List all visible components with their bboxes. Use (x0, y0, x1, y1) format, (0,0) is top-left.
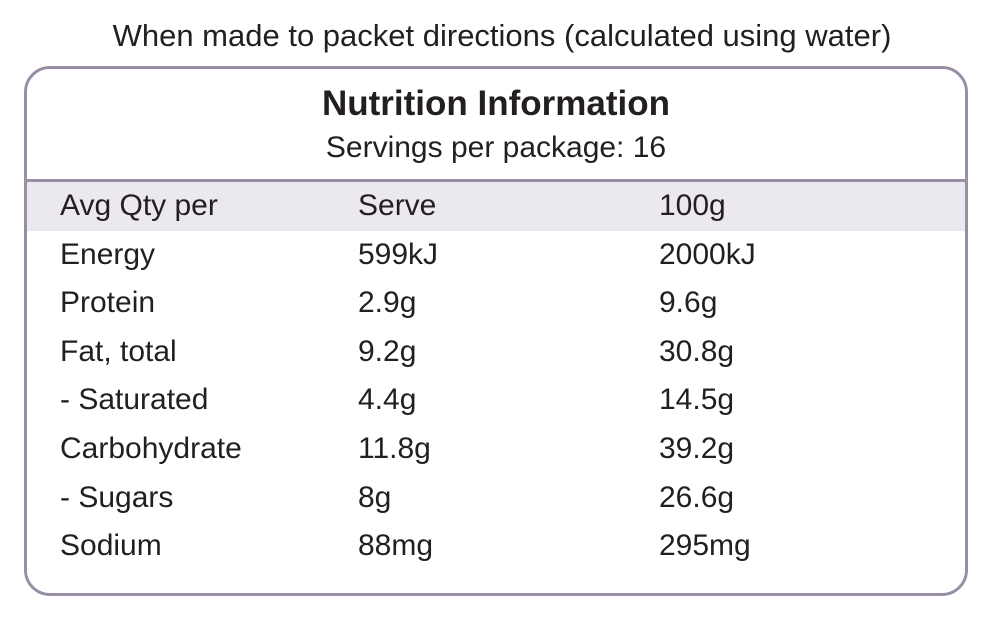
table-row-energy: Energy 599kJ 2000kJ (27, 231, 965, 280)
per-100g-value: 2000kJ (659, 237, 756, 271)
header-serve: Serve (358, 189, 437, 222)
per-100g-value: 14.5g (659, 383, 735, 417)
per-serve-value: 2.9g (358, 286, 417, 320)
per-serve-value: 599kJ (358, 237, 439, 271)
nutrient-name: Protein (60, 286, 156, 320)
per-100g-value: 9.6g (659, 286, 718, 320)
per-100g-value: 30.8g (659, 334, 735, 368)
table-row-protein: Protein 2.9g 9.6g (27, 279, 965, 328)
nutrition-title: Nutrition Information (321, 84, 670, 123)
per-100g-value: 39.2g (659, 431, 735, 465)
table-row-carbohydrate: Carbohydrate 11.8g 39.2g (27, 425, 965, 474)
table-row-sugars: - Sugars 8g 26.6g (27, 474, 965, 523)
nutrition-panel-header: Nutrition Information Servings per packa… (27, 69, 965, 182)
nutrient-name: Fat, total (60, 334, 177, 368)
header-100g: 100g (659, 189, 726, 222)
servings-per-package: Servings per package: 16 (325, 131, 667, 164)
per-serve-value: 8g (358, 480, 392, 514)
nutrient-name: Carbohydrate (60, 431, 242, 465)
table-row-fat-total: Fat, total 9.2g 30.8g (27, 328, 965, 377)
nutrient-name: Sodium (60, 529, 162, 563)
per-serve-value: 9.2g (358, 334, 417, 368)
nutrition-panel: Nutrition Information Servings per packa… (24, 66, 968, 596)
per-100g-value: 295mg (659, 529, 751, 563)
header-avg-qty: Avg Qty per (60, 189, 218, 222)
nutrient-name: - Saturated (60, 383, 209, 417)
table-row-sodium: Sodium 88mg 295mg (27, 522, 965, 571)
per-serve-value: 4.4g (358, 383, 417, 417)
per-100g-value: 26.6g (659, 480, 735, 514)
nutrient-name: Energy (60, 237, 156, 271)
per-serve-value: 88mg (358, 529, 434, 563)
table-header-row: Avg Qty per Serve 100g (27, 182, 965, 231)
nutrient-name: - Sugars (60, 480, 174, 514)
packet-directions-caption: When made to packet directions (calculat… (112, 18, 892, 53)
per-serve-value: 11.8g (358, 431, 431, 465)
nutrition-table: Avg Qty per Serve 100g Energy 599kJ 2000… (27, 182, 965, 571)
table-row-saturated: - Saturated 4.4g 14.5g (27, 376, 965, 425)
